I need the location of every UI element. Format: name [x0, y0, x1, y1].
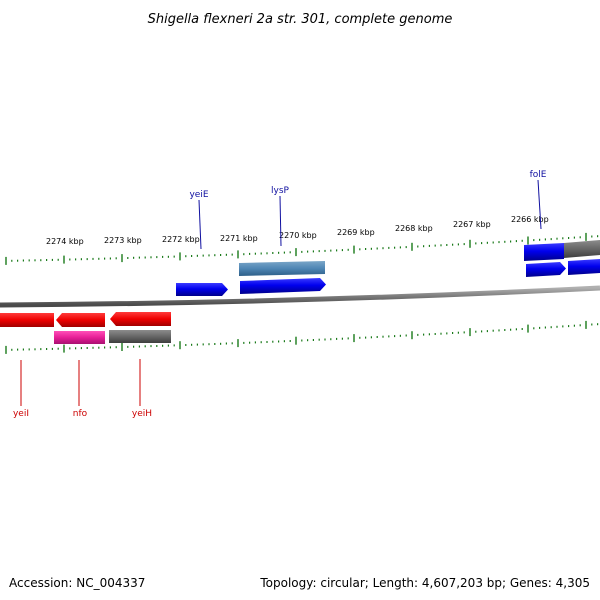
leader-line-folE [537, 179, 542, 230]
ruler-label: 2269 kbp [337, 228, 375, 237]
gene-label-yeiH[interactable]: yeiH [132, 409, 152, 419]
ruler-ticks-outer [5, 232, 599, 265]
feature-bar-grey-right[interactable] [564, 240, 600, 258]
ruler-label: 2266 kbp [511, 215, 549, 224]
gene-feature-nfo[interactable] [56, 313, 105, 327]
gene-label-yeiI[interactable]: yeiI [13, 409, 29, 419]
gene-label-lysP[interactable]: lysP [271, 186, 290, 196]
gene-label-folE[interactable]: folE [530, 170, 547, 180]
ruler-label: 2274 kbp [46, 237, 84, 246]
ruler-label: 2271 kbp [220, 234, 258, 243]
ruler-label: 2268 kbp [395, 224, 433, 233]
ruler-label: 2273 kbp [104, 236, 142, 245]
gene-feature-yeiE[interactable] [176, 283, 228, 296]
genome-title: Shigella flexneri 2a str. 301, complete … [148, 12, 453, 27]
gene-label-nfo[interactable]: nfo [73, 409, 88, 419]
gene-feature-yeiI[interactable] [0, 313, 54, 327]
genome-summary-text: Topology: circular; Length: 4,607,203 bp… [260, 576, 590, 590]
gene-label-yeiE[interactable]: yeiE [189, 190, 208, 200]
gene-feature-lysP[interactable] [240, 278, 326, 294]
feature-bar-lysP-track[interactable] [239, 261, 325, 276]
genome-backbone [0, 285, 600, 308]
accession-text: Accession: NC_004337 [9, 576, 146, 590]
gene-feature-right-edge[interactable] [568, 259, 600, 275]
gene-feature-folE[interactable] [526, 262, 566, 277]
leader-line-lysP [279, 195, 282, 247]
feature-bar-nfo-track[interactable] [54, 331, 105, 344]
feature-bar-folE-track[interactable] [524, 243, 564, 261]
ruler-ticks-inner [5, 320, 599, 354]
ruler-label: 2267 kbp [453, 220, 491, 229]
leader-line-yeiE [198, 199, 202, 250]
feature-bar-yeiH-track[interactable] [109, 330, 171, 343]
ruler-label: 2270 kbp [279, 231, 317, 240]
ruler-label: 2272 kbp [162, 235, 200, 244]
gene-feature-yeiH[interactable] [110, 312, 171, 326]
